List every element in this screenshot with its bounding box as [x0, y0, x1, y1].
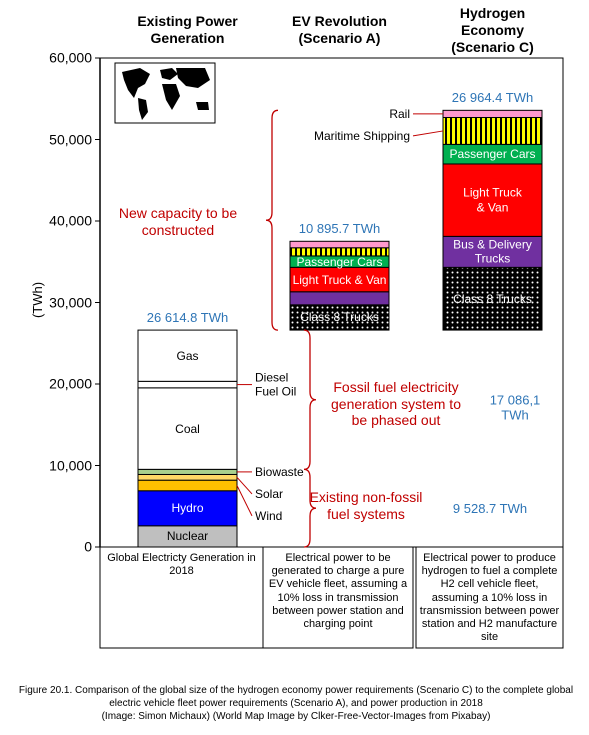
segment-label: Passenger Cars [296, 254, 383, 269]
callout-label: Maritime Shipping [313, 128, 410, 143]
brace [303, 329, 317, 470]
callout-label: Solar [255, 486, 284, 501]
table-cell [262, 546, 414, 649]
callout-arrow [236, 485, 253, 517]
callout-arrow [236, 476, 253, 495]
bar-segment [137, 490, 238, 527]
segment-label: Nuclear [166, 529, 209, 544]
bar-segment [137, 387, 238, 470]
bar-segment [289, 240, 390, 249]
annotation-text: Fossil fuel electricity generation syste… [331, 378, 461, 429]
segment-label: Light Truck & Van [292, 272, 387, 287]
segment-label: Coal [175, 421, 200, 436]
y-tick-label: 0 [84, 538, 92, 555]
world-map [114, 62, 216, 124]
column-header: Hydrogen Economy (Scenario C) [451, 4, 534, 55]
callout-label: Biowaste [255, 464, 304, 479]
bar-segment [289, 266, 390, 293]
bar-segment [137, 380, 238, 389]
annotation-value: 17 086,1 TWh [489, 392, 541, 423]
brace [265, 109, 279, 331]
callout-arrow [412, 130, 444, 137]
annotation-value: 9 528.7 TWh [452, 501, 528, 517]
column-description: Global Electricty Generation in 2018 [107, 552, 256, 578]
callout-label: Wind [255, 508, 283, 523]
bar-segment [442, 116, 543, 145]
bar-segment [442, 266, 543, 331]
segment-label: Passenger Cars [449, 146, 536, 161]
bar-segment [137, 468, 238, 475]
column-description: Electrical power to be generated to char… [268, 552, 408, 630]
y-tick-label: 10,000 [49, 457, 92, 474]
bar-segment [442, 109, 543, 118]
y-tick-label: 40,000 [49, 212, 92, 229]
caption-line: (Image: Simon Michaux) (World Map Image … [101, 711, 491, 722]
annotation-text: New capacity to be constructed [118, 205, 238, 239]
column-description: Electrical power to produce hydrogen to … [419, 552, 560, 644]
callout-label: Diesel Fuel Oil [255, 370, 297, 399]
segment-label: Bus & Delivery Trucks [453, 237, 532, 266]
table-cell [415, 546, 564, 649]
annotation-text: Existing non-fossil fuel systems [309, 489, 423, 523]
bar-segment [289, 291, 390, 306]
bar-segment [289, 304, 390, 331]
callout-label: Rail [389, 106, 410, 121]
brace [303, 468, 317, 548]
y-tick-label: 20,000 [49, 375, 92, 392]
column-header: Existing Power Generation [137, 13, 238, 46]
segment-label: Light Truck & Van [463, 185, 522, 215]
bar-segment [137, 473, 238, 481]
segment-label: Class 8 Trucks [300, 310, 379, 325]
y-tick-label: 60,000 [49, 49, 92, 66]
segment-label: Class 8 Trucks [453, 291, 532, 306]
segment-label: Gas [176, 348, 199, 363]
bar-segment [442, 235, 543, 268]
caption-line: Figure 20.1. Comparison of the global si… [18, 685, 574, 696]
caption-line: electric vehicle fleet power requirement… [109, 698, 483, 709]
total-label: 26 614.8 TWh [146, 310, 229, 326]
bar-segment [137, 329, 238, 382]
bar-segment [137, 479, 238, 492]
segment-label: Hydro [171, 501, 204, 516]
total-label: 26 964.4 TWh [451, 90, 534, 106]
y-tick-label: 50,000 [49, 131, 92, 148]
y-tick-label: 30,000 [49, 294, 92, 311]
y-axis-title: (TWh) [30, 281, 46, 319]
total-label: 10 895.7 TWh [298, 221, 381, 237]
column-header: EV Revolution (Scenario A) [292, 13, 387, 46]
bar-segment [442, 163, 543, 237]
